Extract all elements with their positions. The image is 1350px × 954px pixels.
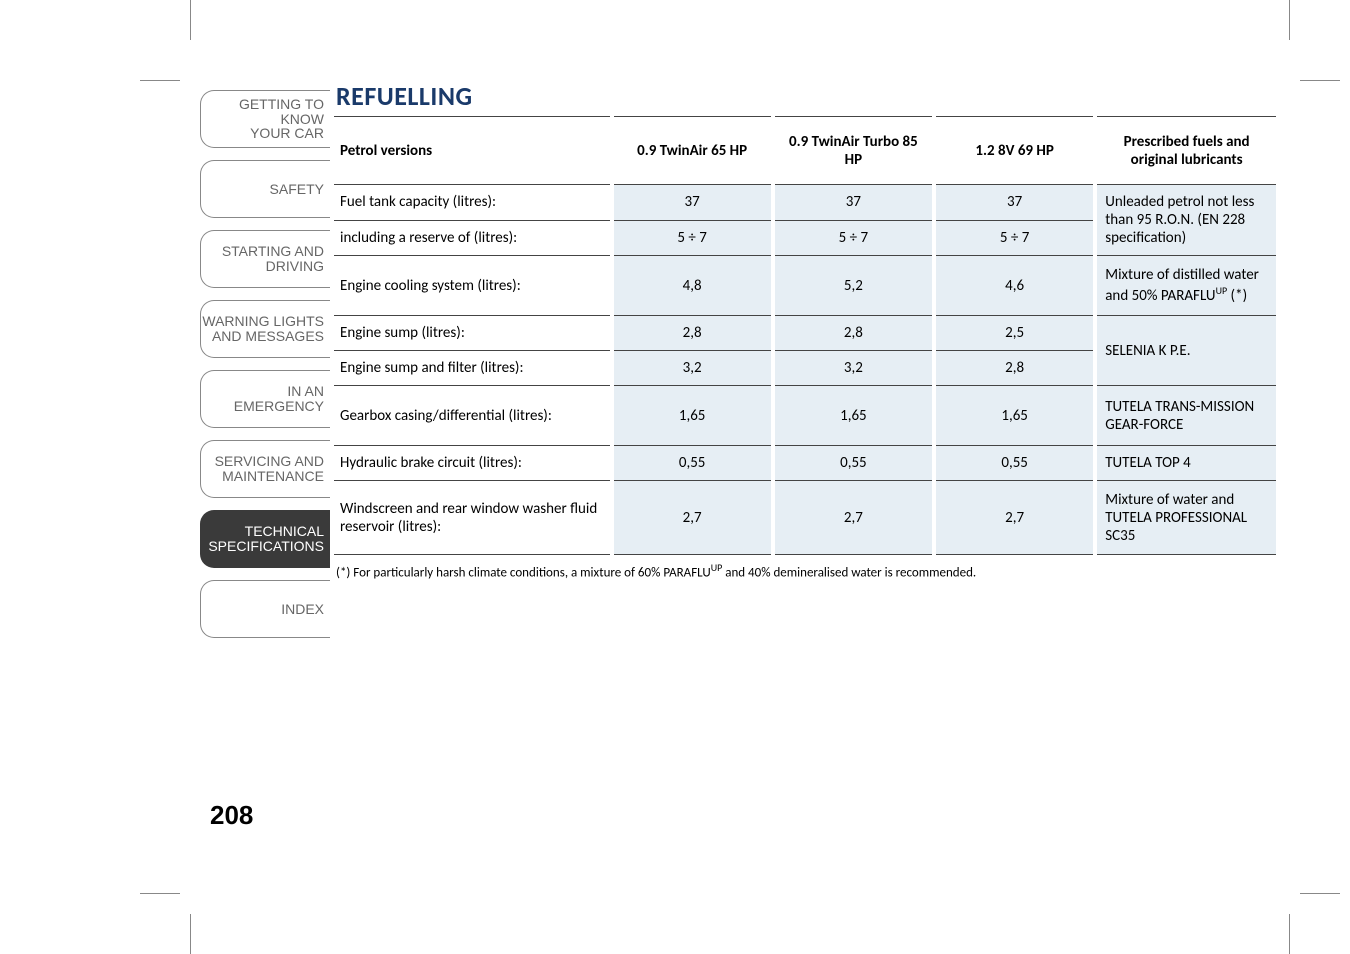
fuel-cell: TUTELA TRANS-MISSION GEAR-FORCE	[1095, 386, 1278, 446]
row-label: Gearbox casing/differential (litres):	[332, 386, 612, 446]
sidebar-tab[interactable]: SAFETY	[200, 160, 330, 218]
cell: 1,65	[773, 386, 934, 446]
spec-table: Petrol versions 0.9 TwinAir 65 HP 0.9 Tw…	[330, 116, 1280, 555]
content: REFUELLING Petrol versions 0.9 TwinAir 6…	[330, 80, 1280, 580]
fuel-cell: Mixture of water and TUTELA PROFESSIONAL…	[1095, 481, 1278, 555]
sidebar-tab[interactable]: INDEX	[200, 580, 330, 638]
cell: 2,7	[612, 481, 773, 555]
cell: 5 ÷ 7	[934, 220, 1095, 256]
footnote-text: (*) For particularly harsh climate condi…	[336, 565, 711, 580]
cell: 0,55	[612, 446, 773, 481]
fuel-cell: Unleaded petrol not less than 95 R.O.N. …	[1095, 185, 1278, 256]
cell: 3,2	[612, 351, 773, 386]
row-label: Engine cooling system (litres):	[332, 256, 612, 316]
fuel-sup: UP	[1216, 284, 1228, 297]
row-label: Fuel tank capacity (litres):	[332, 185, 612, 221]
cell: 2,7	[773, 481, 934, 555]
sidebar-tab-label: STARTING AND	[222, 244, 324, 259]
sidebar-tab[interactable]: GETTING TO KNOWYOUR CAR	[200, 90, 330, 148]
sidebar-tab-label: SERVICING AND	[215, 454, 324, 469]
sidebar-tab[interactable]: WARNING LIGHTSAND MESSAGES	[200, 300, 330, 358]
footnote: (*) For particularly harsh climate condi…	[336, 561, 1280, 580]
table-row: Engine cooling system (litres): 4,8 5,2 …	[332, 256, 1278, 316]
sidebar-tab-label: YOUR CAR	[250, 126, 324, 141]
cell: 4,6	[934, 256, 1095, 316]
header-09-65: 0.9 TwinAir 65 HP	[612, 117, 773, 185]
cell: 3,2	[773, 351, 934, 386]
cell: 2,8	[934, 351, 1095, 386]
cell: 0,55	[934, 446, 1095, 481]
sidebar-tab-label: SAFETY	[270, 182, 324, 197]
sidebar-tab-label: IN AN EMERGENCY	[201, 384, 324, 413]
cell: 5 ÷ 7	[612, 220, 773, 256]
cell: 1,65	[612, 386, 773, 446]
fuel-cell: TUTELA TOP 4	[1095, 446, 1278, 481]
footnote-sup: UP	[711, 561, 723, 574]
cell: 2,8	[773, 316, 934, 351]
sidebar-tab-label: AND MESSAGES	[212, 329, 324, 344]
sidebar-tab-label: MAINTENANCE	[222, 469, 324, 484]
sidebar-tab-label: WARNING LIGHTS	[202, 314, 324, 329]
header-petrol: Petrol versions	[332, 117, 612, 185]
table-row: Gearbox casing/differential (litres): 1,…	[332, 386, 1278, 446]
sidebar-tab[interactable]: SERVICING ANDMAINTENANCE	[200, 440, 330, 498]
sidebar: GETTING TO KNOWYOUR CAR SAFETY STARTING AN…	[200, 90, 330, 650]
table-row: Windscreen and rear window washer fluid …	[332, 481, 1278, 555]
sidebar-tab-label: INDEX	[281, 602, 324, 617]
sidebar-tab-label: TECHNICAL	[245, 524, 324, 539]
cell: 5,2	[773, 256, 934, 316]
sidebar-tab-label: GETTING TO KNOW	[201, 97, 324, 126]
row-label: Windscreen and rear window washer fluid …	[332, 481, 612, 555]
page-title: REFUELLING	[336, 80, 1280, 112]
sidebar-tab[interactable]: TECHNICALSPECIFICATIONS	[200, 510, 330, 568]
table-row: Hydraulic brake circuit (litres): 0,55 0…	[332, 446, 1278, 481]
footnote-text: and 40% demineralised water is recommend…	[722, 565, 976, 580]
fuel-text: (*)	[1227, 287, 1247, 305]
cell: 1,65	[934, 386, 1095, 446]
row-label: Engine sump and filter (litres):	[332, 351, 612, 386]
table-row: Fuel tank capacity (litres): 37 37 37 Un…	[332, 185, 1278, 221]
sidebar-tab-label: DRIVING	[266, 259, 324, 274]
row-label: including a reserve of (litres):	[332, 220, 612, 256]
cell: 0,55	[773, 446, 934, 481]
cell: 2,8	[612, 316, 773, 351]
cell: 37	[934, 185, 1095, 221]
page-number: 208	[210, 800, 253, 831]
cell: 2,5	[934, 316, 1095, 351]
row-label: Engine sump (litres):	[332, 316, 612, 351]
cell: 37	[773, 185, 934, 221]
sidebar-tab[interactable]: STARTING ANDDRIVING	[200, 230, 330, 288]
sidebar-tab-label: SPECIFICATIONS	[208, 539, 324, 554]
fuel-cell: SELENIA K P.E.	[1095, 316, 1278, 386]
table-header-row: Petrol versions 0.9 TwinAir 65 HP 0.9 Tw…	[332, 117, 1278, 185]
cell: 5 ÷ 7	[773, 220, 934, 256]
cell: 2,7	[934, 481, 1095, 555]
cell: 37	[612, 185, 773, 221]
sidebar-tab[interactable]: IN AN EMERGENCY	[200, 370, 330, 428]
header-fuels: Prescribed fuels and original lubricants	[1095, 117, 1278, 185]
header-12-69: 1.2 8V 69 HP	[934, 117, 1095, 185]
cell: 4,8	[612, 256, 773, 316]
row-label: Hydraulic brake circuit (litres):	[332, 446, 612, 481]
header-09-85: 0.9 TwinAir Turbo 85 HP	[773, 117, 934, 185]
fuel-cell: Mixture of distilled water and 50% PARAF…	[1095, 256, 1278, 316]
table-row: Engine sump (litres): 2,8 2,8 2,5 SELENI…	[332, 316, 1278, 351]
